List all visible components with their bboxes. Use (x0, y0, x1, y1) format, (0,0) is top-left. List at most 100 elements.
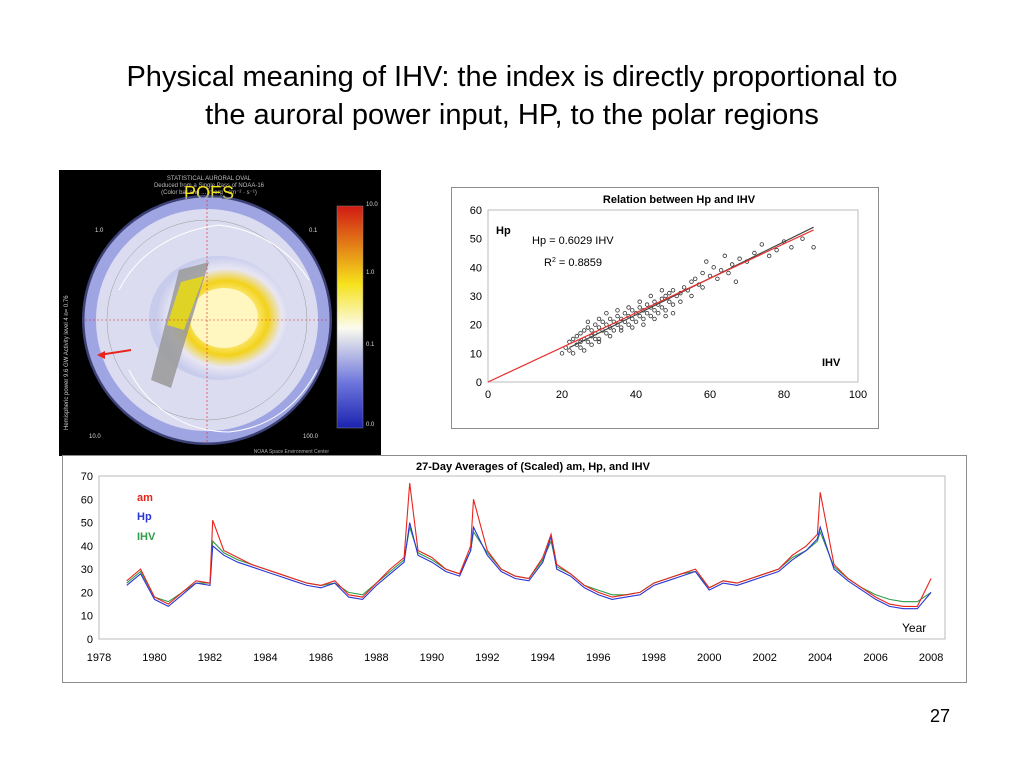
scatter-point (593, 336, 598, 342)
scatter-point (652, 299, 657, 304)
scatter-chart-panel: Relation between Hp and IHV 0 10 20 30 40 50 6… (451, 187, 879, 429)
scatter-point (593, 322, 598, 327)
scatter-point (689, 279, 694, 284)
scatter-point (626, 305, 631, 310)
scatter-point (678, 299, 683, 304)
scatter-point (681, 285, 687, 290)
scatter-point (667, 290, 672, 296)
scatter-point (774, 247, 779, 253)
scatter-point (637, 305, 642, 310)
scatter-point (622, 310, 628, 316)
scatter-point (663, 308, 668, 313)
scatter-point (652, 308, 657, 313)
ts-xtick-2004: 2004 (808, 652, 832, 664)
ts-xlabel: Year (902, 621, 926, 635)
scatter-point (715, 276, 720, 281)
scatter-point (648, 293, 653, 299)
colorbar-label-10: 10.0 (366, 202, 378, 208)
scatter-point (641, 322, 646, 327)
scatter-point (733, 279, 739, 284)
scatter-r2-prefix: R (544, 257, 552, 269)
scatter-r2-value: = 0.8859 (556, 257, 602, 269)
ts-ytick-10: 10 (81, 611, 93, 623)
scatter-point (585, 339, 591, 345)
poes-colorbar (336, 205, 364, 429)
poes-image-svg: STATISTICAL AURORAL OVAL Deduced from a … (59, 170, 381, 456)
scatter-point (670, 302, 676, 307)
ts-title: 27-Day Averages of (Scaled) am, Hp, and … (416, 461, 651, 473)
ts-ytick-40: 40 (81, 541, 93, 553)
scatter-point (618, 328, 624, 333)
scatter-point (585, 319, 591, 324)
scatter-point (667, 299, 672, 304)
poes-footer: NOAA Space Environment Center (254, 449, 330, 455)
scatter-point (663, 313, 668, 319)
scatter-point (604, 310, 609, 316)
scatter-r2-sup: 2 (552, 257, 556, 264)
poes-header-3: (Color bar and ... in erg · cm⁻² · s⁻¹) (161, 190, 257, 196)
scatter-point (567, 348, 572, 353)
scatter-point (589, 328, 594, 333)
ts-ytick-50: 50 (81, 518, 93, 530)
ts-plot-area (98, 475, 946, 640)
ts-xtick-1984: 1984 (253, 652, 277, 664)
scatter-point (570, 336, 576, 342)
scatter-point (663, 293, 668, 299)
poes-auroral-image: STATISTICAL AURORAL OVAL Deduced from a … (59, 170, 381, 456)
scatter-point (589, 342, 594, 347)
auroral-oval-core (190, 288, 258, 348)
ts-xtick-2006: 2006 (863, 652, 887, 664)
scatter-point (607, 316, 613, 322)
scatter-point (652, 316, 657, 322)
ts-xtick-1988: 1988 (364, 652, 388, 664)
poes-track-yellow (167, 276, 204, 330)
poes-corner-tl: 1.0 (95, 228, 104, 234)
scatter-point (607, 333, 613, 339)
scatter-fit-line (487, 229, 814, 383)
colorbar-label-0-1: 0.1 (366, 342, 375, 348)
scatter-ytick-30: 30 (470, 291, 482, 303)
scatter-point (581, 328, 587, 333)
scatter-point (574, 333, 579, 339)
ts-legend-ihv: IHV (137, 531, 156, 543)
slide-title: Physical meaning of IHV: the index is di… (40, 58, 984, 134)
scatter-point (596, 325, 602, 330)
scatter-point (767, 253, 772, 259)
red-arrow-head (97, 351, 105, 359)
ts-ytick-30: 30 (81, 564, 93, 576)
ts-ytick-70: 70 (81, 471, 93, 483)
scatter-point (596, 316, 602, 322)
scatter-xtick-40: 40 (630, 389, 642, 401)
scatter-xtick-100: 100 (849, 389, 867, 401)
scatter-point (689, 293, 694, 299)
scatter-point (581, 348, 587, 353)
scatter-point (730, 262, 735, 267)
ts-legend-am: am (137, 492, 153, 504)
scatter-point (644, 302, 650, 307)
scatter-point (607, 325, 613, 330)
scatter-point (800, 236, 805, 241)
ts-xtick-1996: 1996 (586, 652, 610, 664)
scatter-point (630, 308, 635, 313)
scatter-plot-area (487, 209, 859, 383)
scatter-point (615, 313, 620, 319)
scatter-title: Relation between Hp and IHV (603, 194, 756, 206)
scatter-point (637, 313, 642, 319)
ts-legend-hp: Hp (137, 511, 152, 523)
scatter-point (659, 288, 665, 293)
scatter-point (618, 325, 624, 330)
scatter-r2: R2 = 0.8859 (544, 257, 602, 269)
scatter-point (637, 299, 642, 304)
poes-corner-bl: 10.0 (89, 434, 101, 440)
slide-title-line-1: Physical meaning of IHV: the index is di… (126, 61, 898, 93)
scatter-point (655, 310, 661, 316)
timeseries-chart: 27-Day Averages of (Scaled) am, Hp, and … (81, 461, 946, 664)
scatter-ytick-20: 20 (470, 320, 482, 332)
scatter-ytick-0: 0 (476, 377, 482, 389)
poes-header-1: STATISTICAL AURORAL OVAL (167, 176, 252, 182)
scatter-point (752, 250, 757, 256)
scatter-ylabel: Hp (496, 225, 511, 237)
scatter-point (644, 310, 650, 316)
ts-xtick-1980: 1980 (142, 652, 166, 664)
page-number: 27 (930, 706, 951, 726)
